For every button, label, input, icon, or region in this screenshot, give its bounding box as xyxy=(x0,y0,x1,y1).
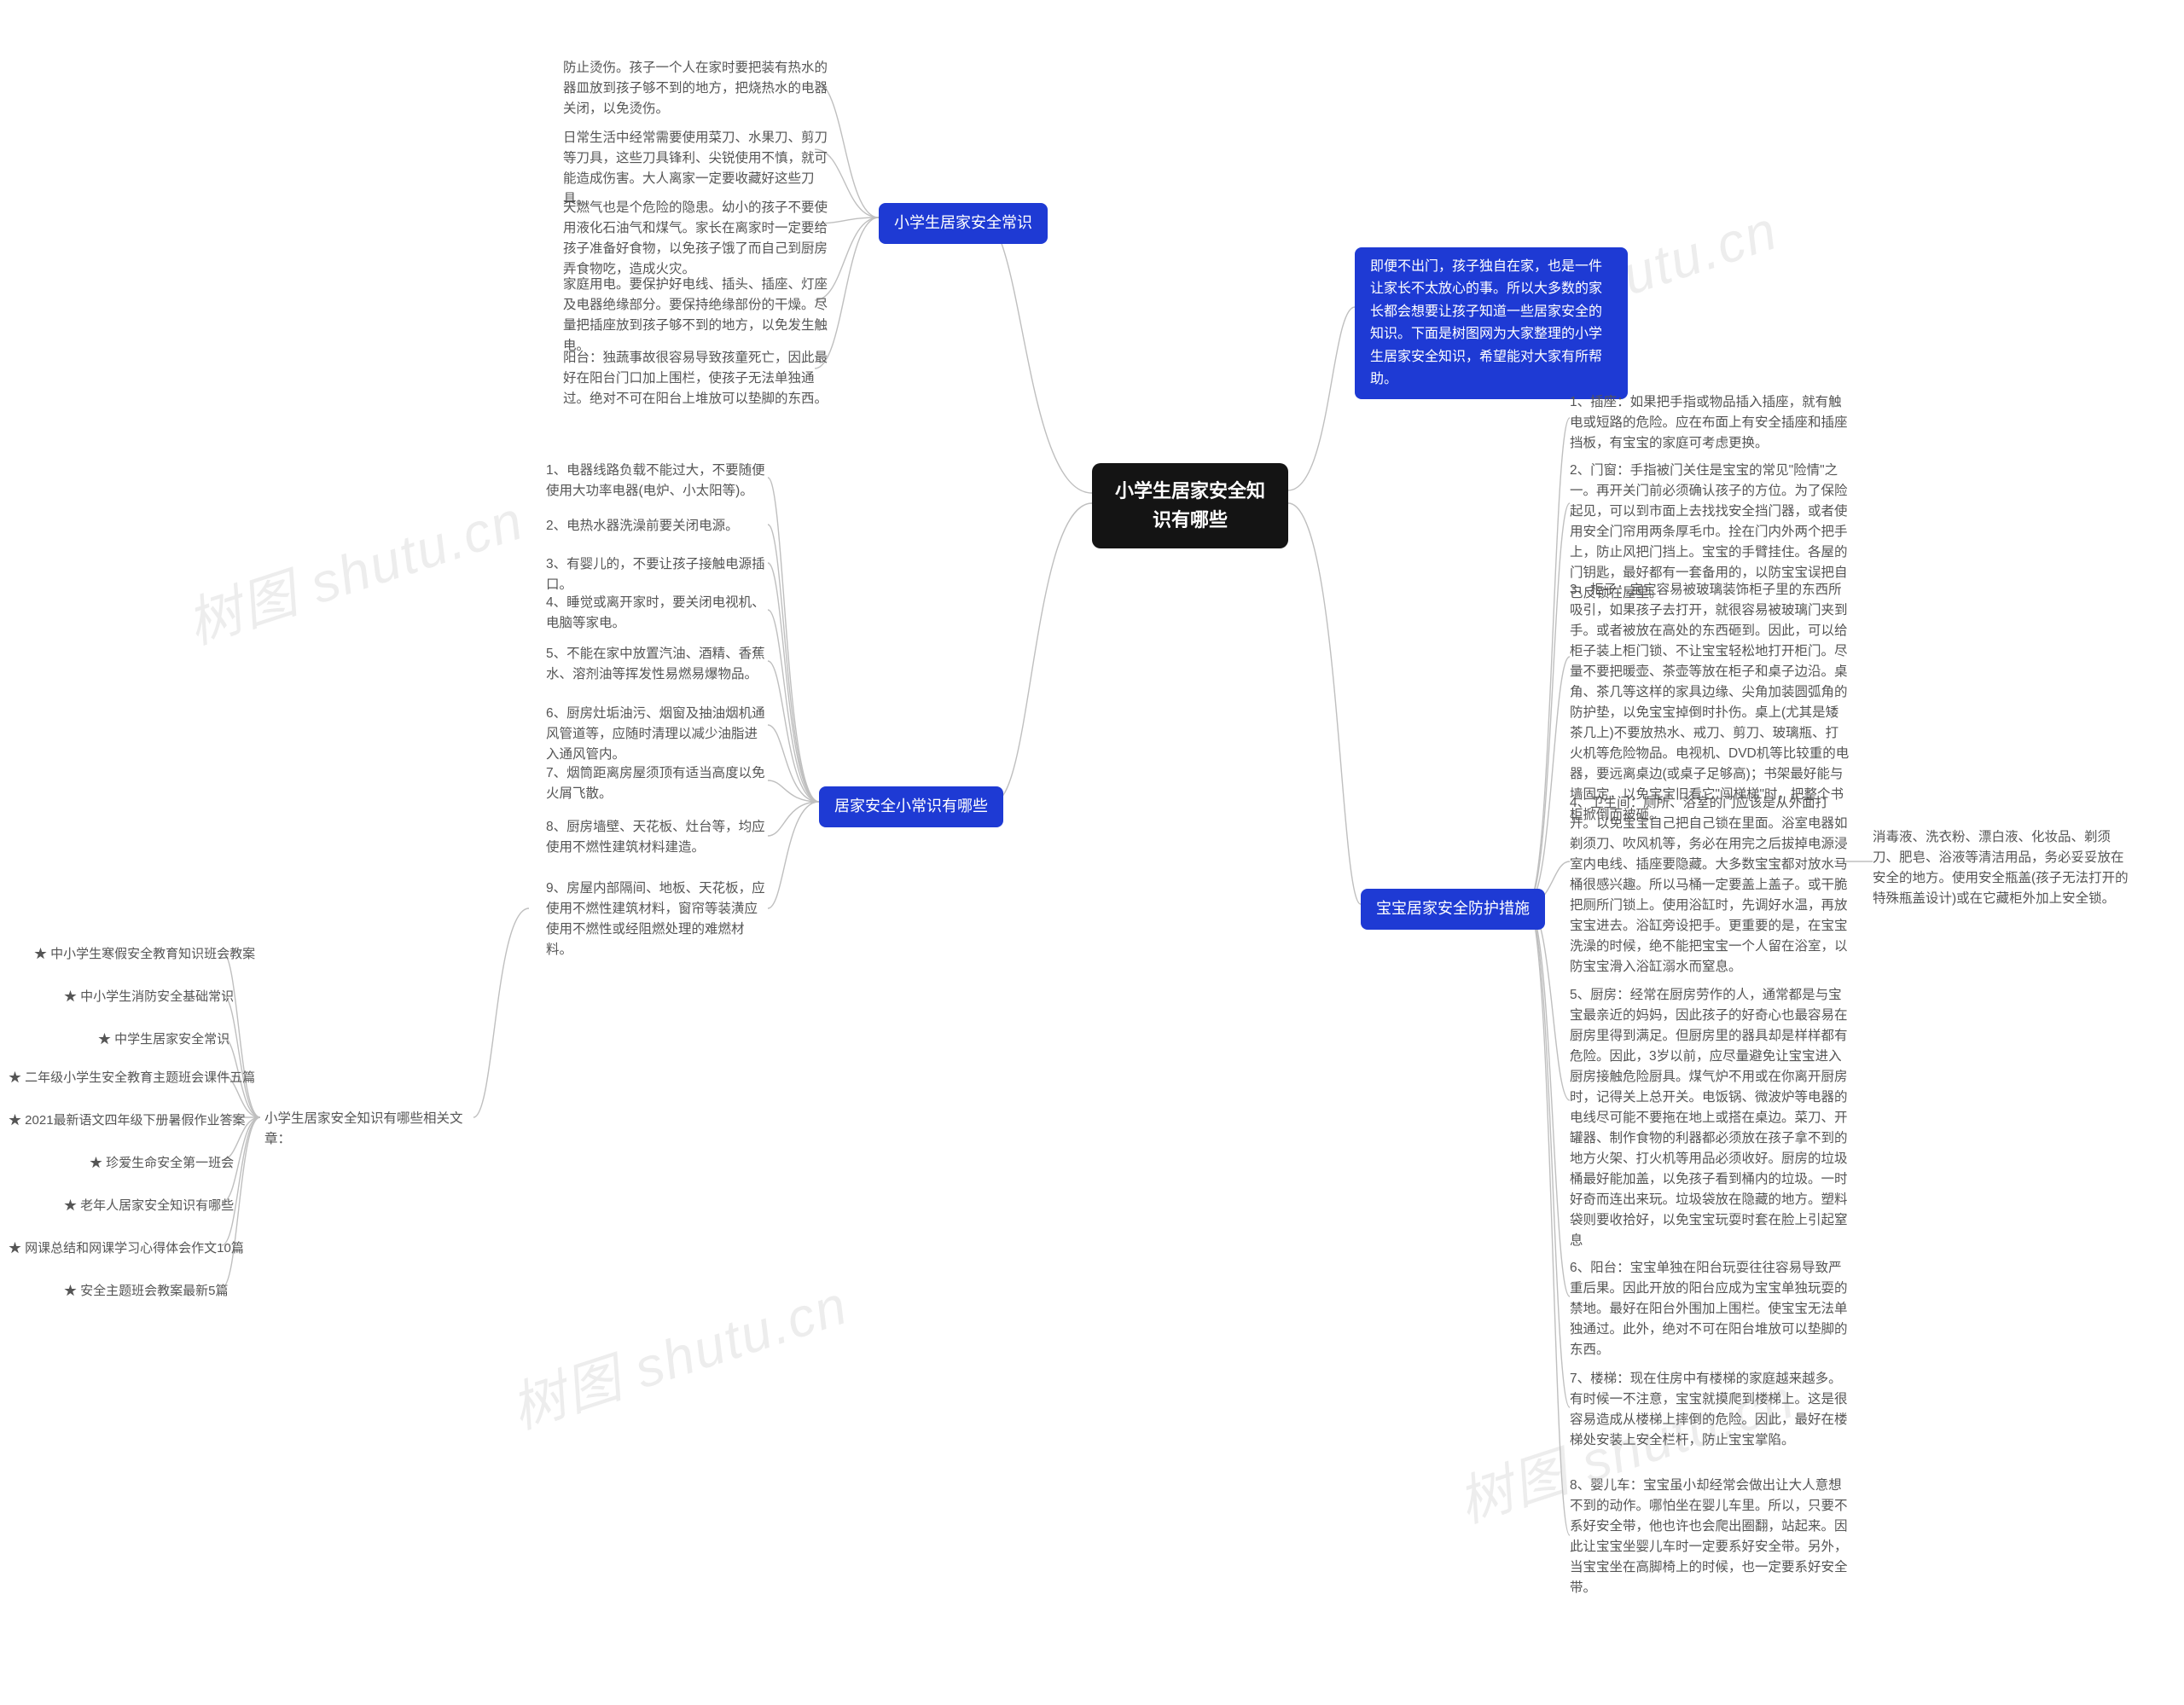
branch-a: 小学生居家安全常识 xyxy=(879,203,1048,244)
branch-a-item: 家庭用电。要保护好电线、插头、插座、灯座及电器绝缘部分。要保持绝缘部份的干燥。尽… xyxy=(563,275,828,357)
branch-a-item: 天燃气也是个危险的隐患。幼小的孩子不要使用液化石油气和煤气。家长在离家时一定要给… xyxy=(563,198,828,280)
branch-c-item: 4、卫生间：厕所、浴室的门应该是从外面打开。以免宝宝自己把自己锁在里面。浴室电器… xyxy=(1570,793,1851,977)
related-link[interactable]: ★ 二年级小学生安全教育主题班会课件五篇 xyxy=(9,1068,255,1086)
branch-b-item: 5、不能在家中放置汽油、酒精、香蕉水、溶剂油等挥发性易燃易爆物品。 xyxy=(546,644,768,685)
branch-b-item: 9、房屋内部隔间、地板、天花板，应使用不燃性建筑材料，窗帘等装潢应使用不燃性或经… xyxy=(546,879,768,960)
branch-b-item: 2、电热水器洗澡前要关闭电源。 xyxy=(546,516,739,536)
branch-a-item: 阳台：独蔬事故很容易导致孩童死亡，因此最好在阳台门口加上围栏，使孩子无法单独通过… xyxy=(563,348,828,409)
branch-c-item: 5、厨房：经常在厨房劳作的人，通常都是与宝宝最亲近的妈妈，因此孩子的好奇心也最容… xyxy=(1570,985,1851,1251)
branch-c-item: 8、婴儿车：宝宝虽小却经常会做出让大人意想不到的动作。哪怕坐在婴儿车里。所以，只… xyxy=(1570,1476,1851,1598)
branch-c-item: 7、楼梯：现在住房中有楼梯的家庭越来越多。有时候一不注意，宝宝就摸爬到楼梯上。这… xyxy=(1570,1369,1851,1451)
related-link[interactable]: ★ 珍爱生命安全第一班会 xyxy=(90,1153,234,1171)
branch-b-item: 6、厨房灶垢油污、烟窗及抽油烟机通风管道等，应随时清理以减少油脂进入通风管内。 xyxy=(546,704,768,765)
branch-c: 宝宝居家安全防护措施 xyxy=(1361,889,1545,930)
branch-b-item: 8、厨房墙壁、天花板、灶台等，均应使用不燃性建筑材料建造。 xyxy=(546,817,768,858)
related-link[interactable]: ★ 安全主题班会教案最新5篇 xyxy=(64,1281,229,1299)
branch-c-item: 6、阳台：宝宝单独在阳台玩耍往往容易导致严重后果。因此开放的阳台应成为宝宝单独玩… xyxy=(1570,1258,1851,1360)
connector-lines xyxy=(0,0,2184,1705)
watermark: 树图 shutu.cn xyxy=(176,477,532,659)
branch-b-item: 3、有婴儿的，不要让孩子接触电源插口。 xyxy=(546,554,768,595)
related-link[interactable]: ★ 2021最新语文四年级下册暑假作业答案 xyxy=(9,1111,246,1128)
branch-a-item: 防止烫伤。孩子一个人在家时要把装有热水的器皿放到孩子够不到的地方，把烧热水的电器… xyxy=(563,58,828,119)
related-link[interactable]: ★ 中小学生消防安全基础常识 xyxy=(64,987,234,1005)
branch-b-item: 7、烟筒距离房屋须顶有适当高度以免火屑飞散。 xyxy=(546,763,768,804)
watermark: 树图 shutu.cn xyxy=(500,1261,857,1444)
center-node: 小学生居家安全知识有哪些 xyxy=(1092,463,1288,548)
intro-node: 即便不出门，孩子独自在家，也是一件让家长不太放心的事。所以大多数的家长都会想要让… xyxy=(1355,247,1628,399)
branch-b-item: 4、睡觉或离开家时，要关闭电视机、电脑等家电。 xyxy=(546,593,768,634)
branch-c-extra: 消毒液、洗衣粉、漂白液、化妆品、剃须刀、肥皂、浴液等清洁用品，务必妥妥放在安全的… xyxy=(1873,827,2129,909)
related-link[interactable]: ★ 中小学生寒假安全教育知识班会教案 xyxy=(34,944,255,962)
related-link[interactable]: ★ 中学生居家安全常识 xyxy=(98,1029,229,1047)
branch-c-item: 3、柜子：宝宝容易被玻璃装饰柜子里的东西所吸引，如果孩子去打开，就很容易被玻璃门… xyxy=(1570,580,1851,826)
branch-b-item: 1、电器线路负载不能过大，不要随便使用大功率电器(电炉、小太阳等)。 xyxy=(546,461,768,502)
related-link[interactable]: ★ 老年人居家安全知识有哪些 xyxy=(64,1196,234,1214)
related-links-label: 小学生居家安全知识有哪些相关文章： xyxy=(264,1109,478,1150)
branch-b: 居家安全小常识有哪些 xyxy=(819,786,1003,827)
branch-c-item: 1、插座：如果把手指或物品插入插座，就有触电或短路的危险。应在布面上有安全插座和… xyxy=(1570,392,1851,454)
related-link[interactable]: ★ 网课总结和网课学习心得体会作文10篇 xyxy=(9,1238,244,1256)
